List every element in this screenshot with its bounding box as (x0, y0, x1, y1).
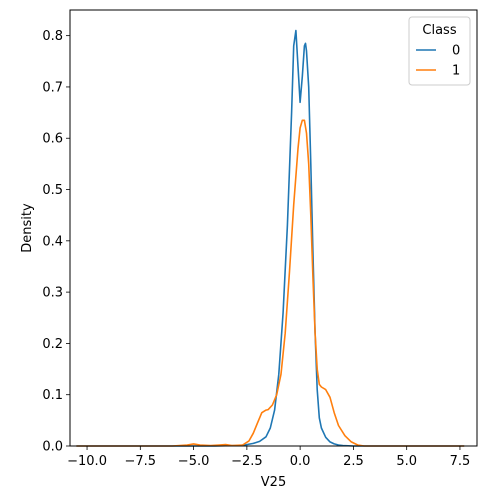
legend-entries: 01 (416, 44, 460, 79)
series-line-class-0 (76, 29, 465, 447)
y-tick-label: 0.0 (42, 440, 63, 455)
y-tick-label: 0.3 (42, 286, 63, 301)
y-axis-ticks: 0.0 0.1 0.2 0.3 0.4 0.5 0.6 0.7 0.8 (42, 29, 70, 455)
x-axis-label: V25 (261, 475, 286, 490)
x-tick-label: 5.0 (396, 454, 417, 469)
legend-label-class-0: 0 (452, 44, 460, 59)
legend-box (408, 16, 471, 86)
plot-lines (76, 29, 465, 447)
y-tick-label: 0.4 (42, 234, 63, 249)
y-tick-label: 0.8 (42, 29, 63, 44)
y-tick-label: 0.6 (42, 132, 63, 147)
x-tick-label: 0.0 (290, 454, 311, 469)
x-tick-label: −2.5 (231, 454, 263, 469)
x-tick-label: 7.5 (450, 454, 471, 469)
series-line-class-1 (76, 119, 465, 447)
x-tick-label: −7.5 (125, 454, 157, 469)
y-tick-label: 0.2 (42, 337, 63, 352)
legend: Class 01 (408, 16, 471, 86)
y-tick-label: 0.1 (42, 388, 63, 403)
y-tick-label: 0.7 (42, 80, 63, 95)
x-tick-label: −5.0 (178, 454, 210, 469)
legend-label-class-1: 1 (452, 64, 460, 79)
y-tick-label: 0.5 (42, 183, 63, 198)
legend-title: Class (422, 23, 456, 38)
y-axis-label: Density (20, 203, 35, 253)
x-tick-label: 2.5 (343, 454, 364, 469)
axes-frame (69, 9, 478, 447)
x-tick-label: −10.0 (67, 454, 107, 469)
x-axis-ticks: −10.0 −7.5 −5.0 −2.5 0.0 2.5 5.0 7.5 (67, 446, 470, 469)
